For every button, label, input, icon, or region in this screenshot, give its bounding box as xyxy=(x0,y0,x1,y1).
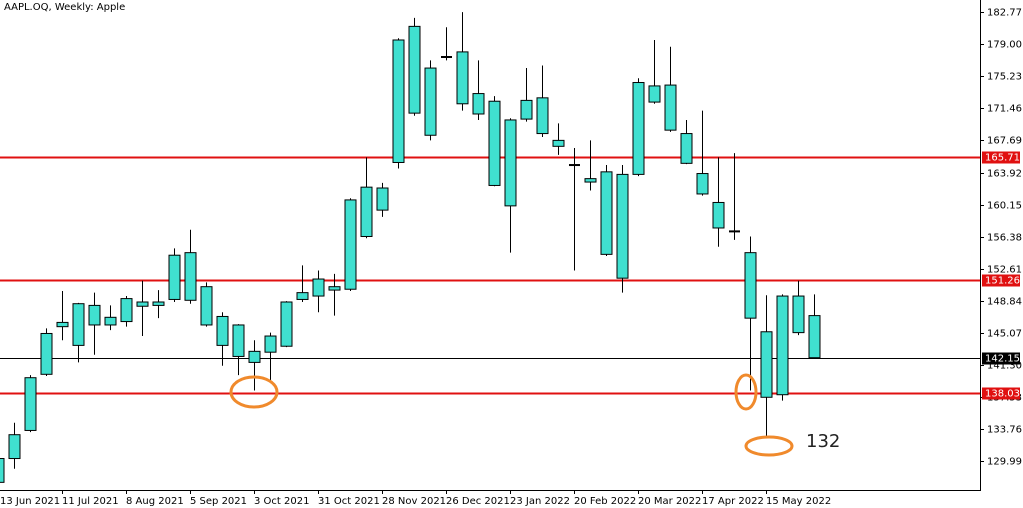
y-tick-label: 167.69 xyxy=(987,136,1022,147)
candle-body xyxy=(136,301,149,307)
candle-body xyxy=(584,178,597,183)
x-tick-label: 23 Jan 2022 xyxy=(510,496,570,507)
y-tick-label: 171.46 xyxy=(987,104,1022,115)
x-tick-label: 13 Jun 2021 xyxy=(0,496,60,507)
y-tick-label: 163.92 xyxy=(987,169,1022,180)
candle-body xyxy=(216,315,229,346)
candle-body xyxy=(504,119,517,207)
level-tag xyxy=(982,352,1020,365)
candle-body xyxy=(392,39,405,163)
candle-body xyxy=(424,67,437,136)
candle-body xyxy=(56,321,69,328)
y-tick-label: 152.61 xyxy=(987,265,1022,276)
candle-body xyxy=(648,85,661,103)
candle-body xyxy=(472,93,485,115)
candle-body xyxy=(616,173,629,279)
x-tick-label: 15 May 2022 xyxy=(766,496,831,507)
candle-body xyxy=(168,254,181,300)
candle-body xyxy=(120,298,133,323)
y-tick-label: 182.77 xyxy=(987,8,1022,19)
candle-body xyxy=(776,295,789,396)
candle-body xyxy=(152,301,165,306)
level-tag xyxy=(982,387,1020,400)
candle-body xyxy=(744,252,757,319)
highlight-ring xyxy=(744,435,794,457)
candle-body xyxy=(808,315,821,359)
x-tick-label: 20 Feb 2022 xyxy=(574,496,636,507)
level-tag-label: 142.15 xyxy=(985,354,1020,365)
candle-body xyxy=(680,133,693,164)
highlight-ring xyxy=(734,373,758,411)
candle-body xyxy=(792,295,805,334)
candle-body xyxy=(200,286,213,326)
y-tick-label: 148.84 xyxy=(987,297,1022,308)
x-tick-label: 28 Nov 2021 xyxy=(382,496,446,507)
level-tag-label: 138.03 xyxy=(985,389,1020,400)
candle-body xyxy=(600,171,613,255)
candle-body xyxy=(696,173,709,195)
candle-body xyxy=(488,100,501,186)
candle-body xyxy=(552,139,565,147)
y-tick-label: 160.15 xyxy=(987,201,1022,212)
candle-body xyxy=(408,25,421,114)
x-tick-label: 5 Sep 2021 xyxy=(190,496,247,507)
candle-body xyxy=(360,186,373,237)
candle-body xyxy=(72,303,85,346)
candle-body xyxy=(632,82,645,175)
candle-body xyxy=(760,331,773,398)
candle-body xyxy=(456,51,469,105)
y-tick-label: 129.99 xyxy=(987,457,1022,468)
candle-body xyxy=(104,316,117,326)
annotation: 132 xyxy=(806,431,840,452)
candle-body xyxy=(24,377,37,431)
candle-body xyxy=(536,97,549,135)
candle-body xyxy=(296,292,309,300)
x-tick-label: 8 Aug 2021 xyxy=(126,496,184,507)
x-tick-label: 3 Oct 2021 xyxy=(254,496,309,507)
y-tick-label: 175.23 xyxy=(987,72,1022,83)
x-tick-label: 20 Mar 2022 xyxy=(638,496,701,507)
highlight-ring xyxy=(229,375,279,409)
x-tick-label: 26 Dec 2021 xyxy=(446,496,510,507)
y-tick-label: 179.00 xyxy=(987,40,1022,51)
candle-body xyxy=(376,187,389,211)
candle-body xyxy=(344,199,357,290)
chart-title: AAPL.OQ, Weekly: Apple xyxy=(4,2,125,13)
candle-body xyxy=(664,84,677,131)
level-tag-label: 151.26 xyxy=(985,276,1020,287)
y-tick-label: 133.76 xyxy=(987,425,1022,436)
candle-body xyxy=(264,335,277,353)
candle-body xyxy=(184,252,197,301)
x-tick-label: 11 Jul 2021 xyxy=(62,496,119,507)
candle-body xyxy=(0,458,5,483)
candle-body xyxy=(520,99,533,120)
plot: 182.77 179.00 175.23 171.46 167.69 163.92 160.… xyxy=(0,8,1022,507)
y-tick-label: 156.38 xyxy=(987,233,1022,244)
candle-body xyxy=(280,301,293,347)
x-tick-label: 17 Apr 2022 xyxy=(702,496,764,507)
level-tag xyxy=(982,151,1020,164)
y-tick-label: 141.30 xyxy=(987,361,1022,372)
candle-body xyxy=(88,304,101,326)
level-tag-label: 165.71 xyxy=(985,153,1020,164)
y-tick-label: 145.07 xyxy=(987,329,1022,340)
candle-body xyxy=(312,278,325,297)
candle-body xyxy=(248,350,261,363)
x-tick-label: 31 Oct 2021 xyxy=(318,496,380,507)
candle-body xyxy=(712,201,725,229)
candle-body xyxy=(8,434,21,460)
candle-body xyxy=(40,332,53,375)
level-tag xyxy=(982,274,1020,287)
candle-body xyxy=(328,286,341,291)
candle-body xyxy=(232,324,245,357)
